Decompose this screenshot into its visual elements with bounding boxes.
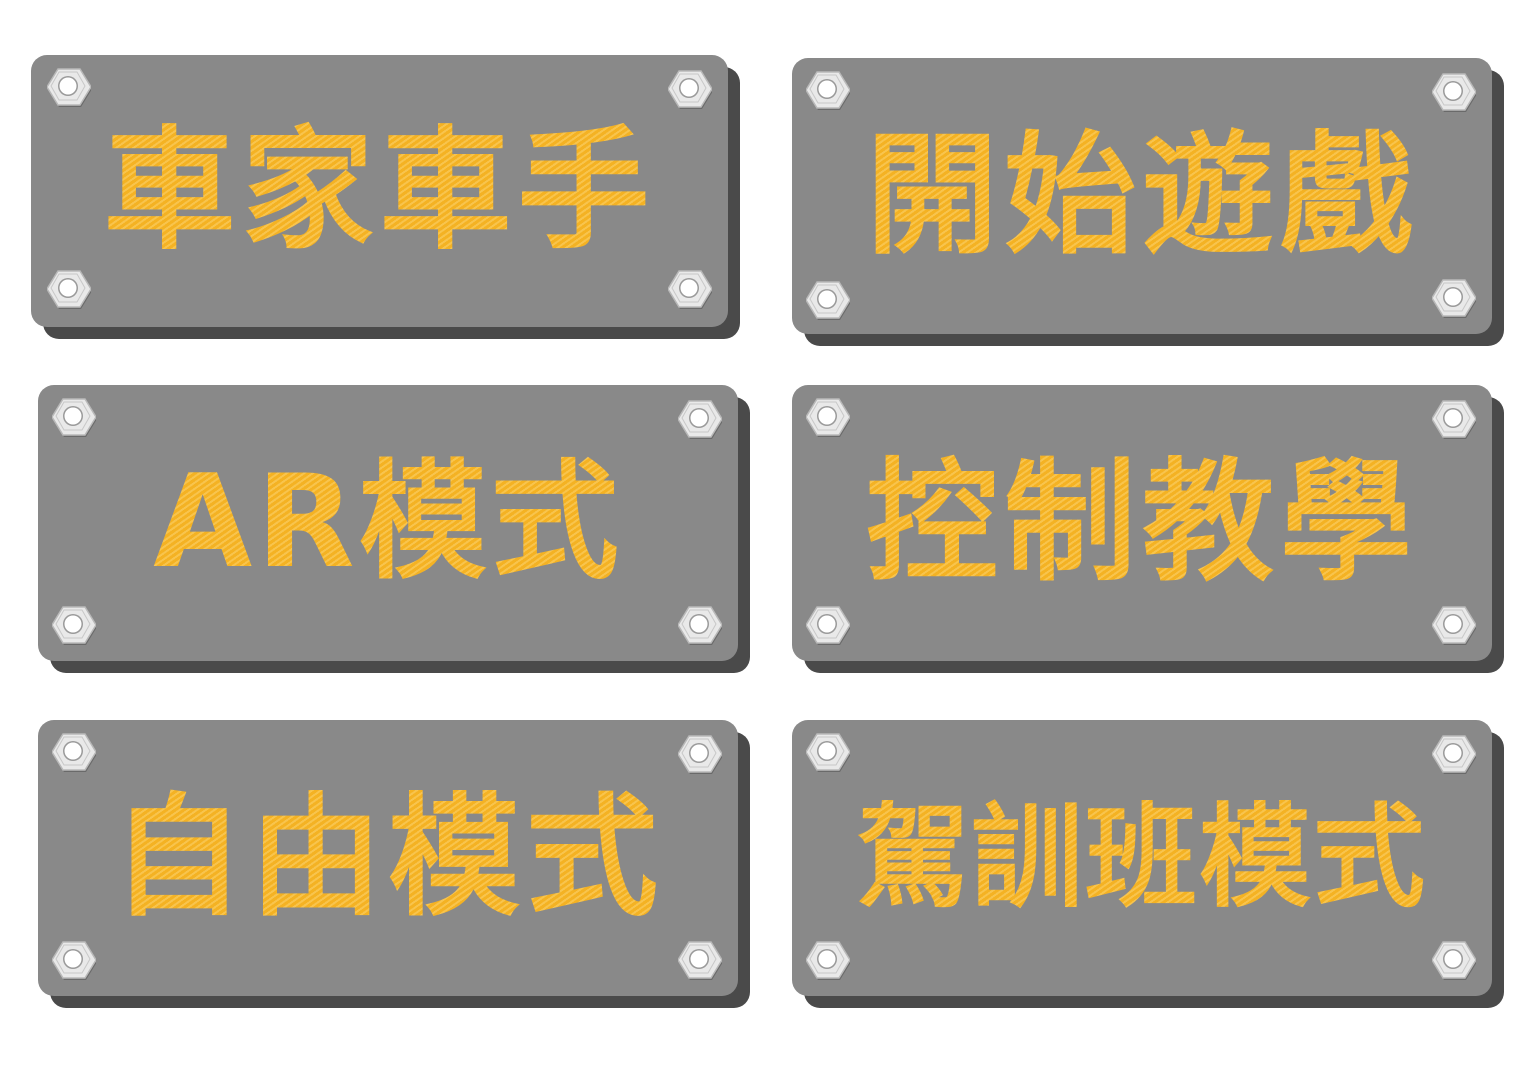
button-label: AR模式 [88, 385, 688, 661]
button-label: 駕訓班模式 [842, 720, 1442, 996]
hex-nut-icon [52, 938, 96, 982]
button-plate [792, 720, 1492, 996]
hex-nut-icon [678, 732, 722, 776]
button-label: 自由模式 [88, 720, 688, 996]
hex-nut-icon [806, 730, 850, 774]
hex-nut-icon [1432, 732, 1476, 776]
hex-nut-icon [1432, 397, 1476, 441]
hex-nut-icon [1432, 603, 1476, 647]
button-plate [31, 55, 728, 327]
hex-nut-icon [806, 395, 850, 439]
button-plate [792, 385, 1492, 661]
hex-nut-icon [52, 395, 96, 439]
control-tutorial-button[interactable]: 控制教學 [792, 385, 1504, 673]
start-game-button[interactable]: 開始遊戲 [792, 58, 1504, 346]
button-plate [38, 720, 738, 996]
hex-nut-icon [1432, 276, 1476, 320]
button-label: 開始遊戲 [842, 58, 1442, 334]
hex-nut-icon [806, 278, 850, 322]
hex-nut-icon [678, 397, 722, 441]
hex-nut-icon [668, 67, 712, 111]
hex-nut-icon [1432, 938, 1476, 982]
hex-nut-icon [47, 267, 91, 311]
hex-nut-icon [806, 68, 850, 112]
hex-nut-icon [1432, 70, 1476, 114]
hex-nut-icon [678, 603, 722, 647]
driving-school-mode-button[interactable]: 駕訓班模式 [792, 720, 1504, 1008]
hex-nut-icon [678, 938, 722, 982]
button-label: 車家車手 [81, 55, 678, 327]
button-plate [792, 58, 1492, 334]
button-label: 控制教學 [842, 385, 1442, 661]
button-plate [38, 385, 738, 661]
hex-nut-icon [806, 603, 850, 647]
ar-mode-button[interactable]: AR模式 [38, 385, 750, 673]
hex-nut-icon [47, 65, 91, 109]
car-home-driver-button[interactable]: 車家車手 [31, 55, 740, 339]
hex-nut-icon [52, 730, 96, 774]
hex-nut-icon [806, 938, 850, 982]
hex-nut-icon [668, 267, 712, 311]
hex-nut-icon [52, 603, 96, 647]
free-mode-button[interactable]: 自由模式 [38, 720, 750, 1008]
